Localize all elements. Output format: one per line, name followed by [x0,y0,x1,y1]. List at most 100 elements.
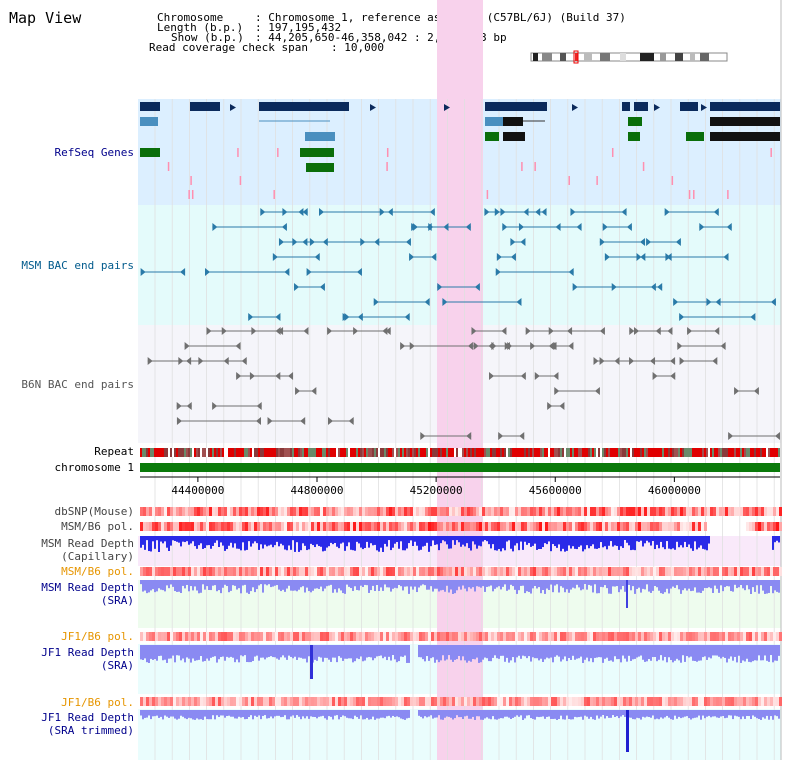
jf1-b6-pol-trim-strip-cell [515,697,518,706]
repeat-segment [346,448,348,457]
repeat-segment [334,448,336,457]
dbsnp-strip-cell [629,507,632,516]
jf1-b6-pol-trim-strip-cell [203,697,206,706]
msm-b6-pol-sra-strip-cell [380,567,383,576]
msm-depth-capillary-bar [312,536,314,546]
msm-b6-pol-sra-strip-cell [491,567,494,576]
track-label-b6n-bac[interactable]: B6N BAC end pairs [21,378,134,391]
repeat-segment [308,448,310,457]
repeat-segment [358,448,360,457]
gene-arrow [572,104,578,111]
repeat-segment [490,448,492,457]
repeat-segment [238,448,240,457]
b6n-bac-end-marker [466,432,472,440]
repeat-segment [312,448,314,457]
msm-b6-pol-sra-strip-cell [278,567,281,576]
dbsnp-strip-cell [593,507,596,516]
msm-depth-capillary-bar [670,536,672,550]
track-label-msm-b6-pol[interactable]: MSM/B6 pol. [61,520,134,533]
msm-b6-pol-sra-strip-cell [245,567,248,576]
msm-depth-capillary-bar [688,536,690,545]
jf1-b6-pol-strip-cell [494,632,497,641]
repeat-segment [208,448,210,457]
repeat-segment [522,448,524,457]
jf1-b6-pol-strip-cell [392,632,395,641]
repeat-segment [322,448,324,457]
msm-depth-sra-bar [760,580,762,586]
dbsnp-strip-cell [719,507,722,516]
b6n-bac-end-marker [471,327,477,335]
jf1-depth-sra-bar [298,645,300,658]
msm-depth-capillary-bar [194,536,196,547]
track-label-dbsnp[interactable]: dbSNP(Mouse) [54,505,134,518]
depth-spike [310,645,313,679]
jf1-depth-sra-bar [588,645,590,662]
track-label-jf1-b6-pol-trim[interactable]: JF1/B6 pol. [61,696,134,709]
jf1-depth-sra-bar [296,645,298,660]
jf1-depth-sra-bar [462,645,464,657]
msm-bac-end-marker [510,253,516,261]
msm-depth-sra-bar [324,580,326,589]
jf1-b6-pol-trim-strip-cell [347,697,350,706]
msm-b6-pol-sra-strip-cell [593,567,596,576]
jf1-depth-trim-bar [330,710,332,717]
jf1-depth-sra-bar [700,645,702,661]
track-label-msm-depth-sra-1[interactable]: MSM Read Depth [41,581,134,594]
msm-depth-sra-bar [194,580,196,587]
b6n-bac-end-marker [235,342,241,350]
jf1-depth-trim-bar [714,710,716,717]
msm-b6-pol-strip-cell [530,522,533,531]
track-label-jf1-depth-trim-1[interactable]: JF1 Read Depth [41,711,134,724]
jf1-depth-trim-bar [664,710,666,718]
track-label-jf1-depth-trim-2: (SRA trimmed) [47,724,134,737]
repeat-segment [200,448,202,457]
msm-depth-sra-bar [202,580,204,585]
msm-depth-capillary-bar [584,536,586,550]
jf1-depth-sra-bar [544,645,546,660]
track-label-msm-depth-capillary-1[interactable]: MSM Read Depth [41,537,134,550]
jf1-b6-pol-trim-strip-cell [503,697,506,706]
track-label-jf1-depth-sra-1[interactable]: JF1 Read Depth [41,646,134,659]
msm-depth-sra-bar [272,580,274,587]
jf1-depth-trim-bar [766,710,768,716]
b6n-bac-end-marker [677,342,683,350]
jf1-depth-sra-bar [638,645,640,657]
track-label-msm-b6-pol-sra[interactable]: MSM/B6 pol. [61,565,134,578]
jf1-depth-trim-bar [152,710,154,717]
repeat-segment [584,448,586,457]
dbsnp-strip-cell [416,507,419,516]
msm-depth-capillary-bar [144,536,146,550]
jf1-depth-trim-bar [716,710,718,718]
repeat-segment [530,448,532,457]
msm-b6-pol-sra-strip-cell [404,567,407,576]
jf1-depth-trim-bar [666,710,668,716]
track-label-msm-bac[interactable]: MSM BAC end pairs [21,259,134,272]
msm-b6-pol-sra-strip-cell [257,567,260,576]
jf1-depth-trim-bar [686,710,688,717]
jf1-b6-pol-strip-cell [533,632,536,641]
jf1-depth-sra-bar [446,645,448,660]
msm-depth-capillary-bar [416,536,418,546]
track-label-repeat[interactable]: Repeat [94,445,134,458]
b6n-bac-end-marker [554,387,560,395]
msm-depth-sra-bar [438,580,440,592]
track-label-jf1-b6-pol[interactable]: JF1/B6 pol. [61,630,134,643]
track-label-chromosome[interactable]: chromosome 1 [54,461,134,474]
jf1-depth-sra-bar [212,645,214,657]
jf1-depth-trim-bar [358,710,360,719]
jf1-depth-trim-bar [314,710,316,717]
track-label-refseq[interactable]: RefSeq Genes [54,146,134,159]
jf1-depth-sra-bar [324,645,326,658]
msm-depth-sra-bar [536,580,538,589]
b6n-bac-end-marker [593,357,599,365]
dbsnp-strip-cell [734,507,737,516]
repeat-segment [708,448,710,457]
jf1-b6-pol-strip-cell [206,632,209,641]
msm-b6-pol-strip-cell [593,522,596,531]
jf1-b6-pol-strip-cell [638,632,641,641]
jf1-b6-pol-trim-strip-cell [188,697,191,706]
dbsnp-strip-cell [641,507,644,516]
msm-b6-pol-strip-cell [149,522,152,531]
b6n-bac-end-marker [353,327,359,335]
